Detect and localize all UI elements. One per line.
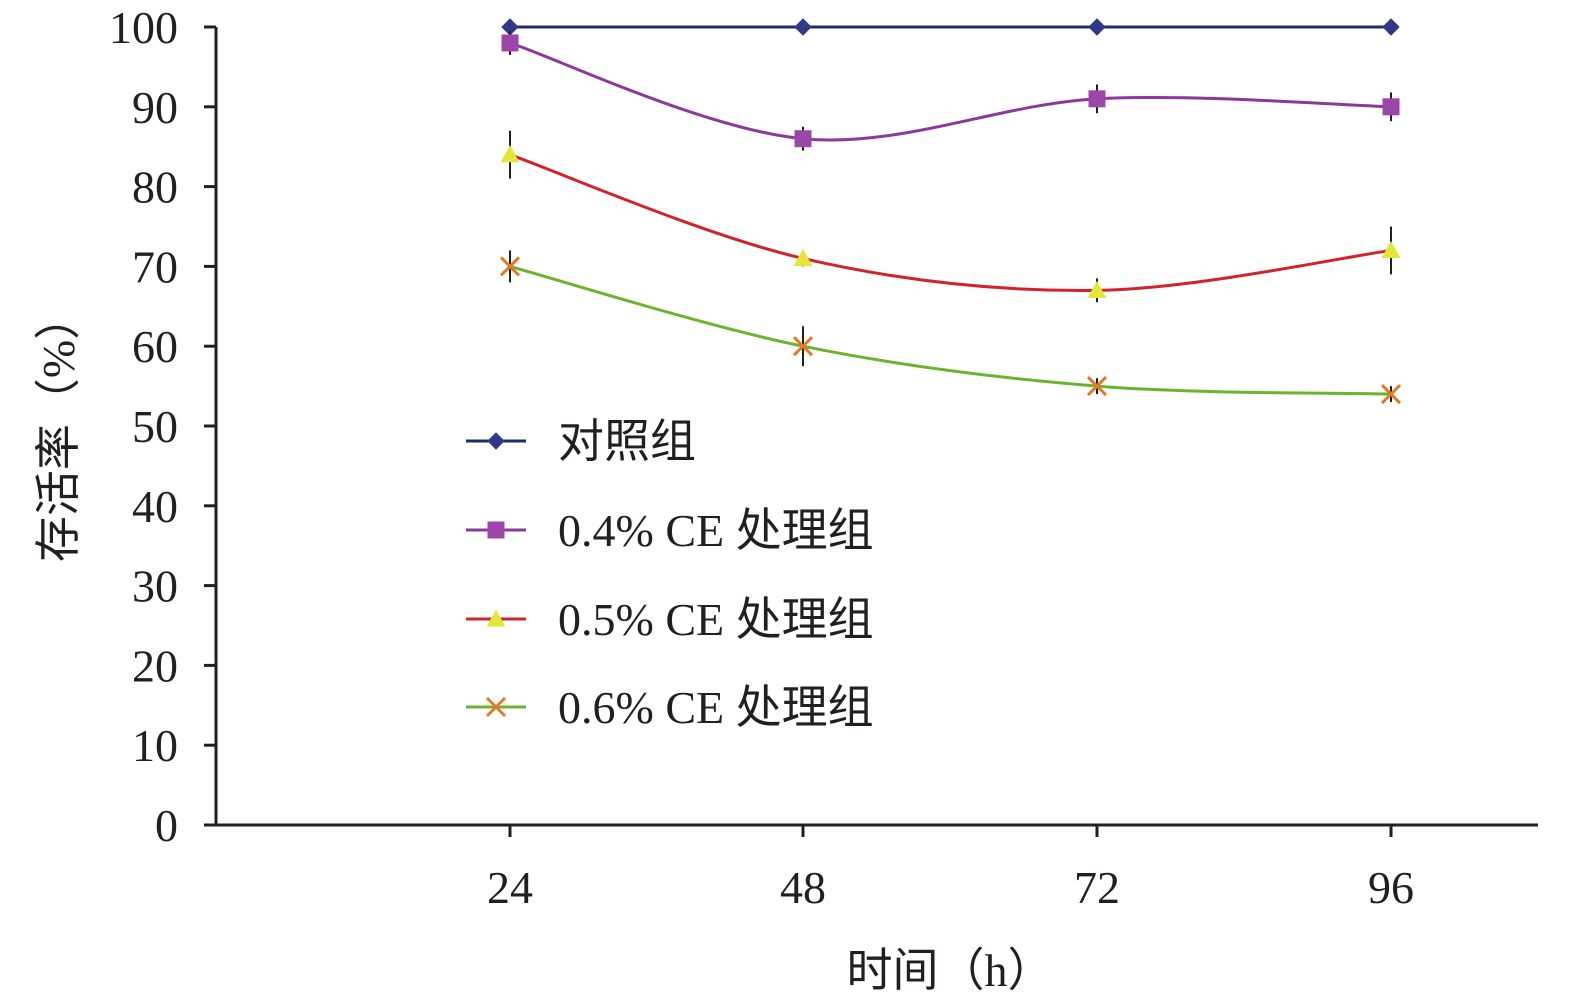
data-point [794, 130, 812, 148]
data-point [794, 18, 812, 36]
data-point [501, 34, 519, 52]
data-point [1382, 18, 1400, 36]
series-4 [499, 250, 1402, 405]
y-tick-label: 10 [132, 720, 178, 771]
legend-item: 0.6% CE 处理组 [466, 682, 874, 733]
y-tick-label: 0 [155, 800, 178, 851]
y-axis-title: 存活率（%） [33, 294, 84, 562]
data-point [1381, 240, 1401, 259]
x-tick-label: 48 [780, 862, 826, 913]
legend-label: 对照组 [558, 416, 696, 467]
marker-stroke [1380, 384, 1402, 405]
data-point [792, 336, 814, 357]
legend-item: 0.4% CE 处理组 [466, 505, 874, 556]
plot-area [499, 18, 1402, 405]
y-tick-label: 70 [132, 241, 178, 292]
legend-marker [487, 521, 505, 539]
data-point [499, 256, 521, 277]
legend-label: 0.6% CE 处理组 [558, 682, 874, 733]
legend-marker [485, 696, 507, 718]
y-tick-label: 20 [132, 640, 178, 691]
y-tick-label: 60 [132, 321, 178, 372]
x-tick-label: 24 [487, 862, 533, 913]
marker-stroke [499, 256, 521, 277]
marker-stroke [485, 696, 507, 718]
series-line [509, 41, 1392, 142]
series-2 [501, 30, 1400, 151]
y-tick-label: 100 [109, 2, 178, 53]
data-point [1088, 18, 1106, 36]
x-tick-label: 96 [1368, 862, 1414, 913]
x-axis-title: 时间（h） [847, 945, 1054, 996]
y-tick-label: 90 [132, 82, 178, 133]
x-tick-label: 72 [1074, 862, 1120, 913]
legend-item: 0.5% CE 处理组 [466, 594, 874, 645]
legend-label: 0.5% CE 处理组 [558, 594, 874, 645]
series-1 [501, 18, 1400, 36]
legend-marker [487, 432, 505, 450]
y-tick-label: 50 [132, 401, 178, 452]
legend-label: 0.4% CE 处理组 [558, 505, 874, 556]
data-point [1382, 98, 1400, 116]
data-point [1087, 280, 1107, 298]
legend: 对照组 0.4% CE 处理组 0.5% CE 处理组 0.6% CE 处理组 [466, 416, 874, 733]
marker-stroke [1086, 376, 1108, 397]
data-point [1380, 384, 1402, 405]
marker-stroke [792, 336, 814, 357]
data-point [1088, 90, 1106, 108]
y-tick-label: 30 [132, 561, 178, 612]
legend-marker [486, 609, 506, 627]
y-axis-ticks: 0 10 20 30 40 50 60 70 80 90 100 [109, 2, 216, 851]
y-tick-label: 40 [132, 481, 178, 532]
y-tick-label: 80 [132, 162, 178, 213]
legend-item: 对照组 [466, 416, 696, 467]
series-line [509, 264, 1392, 396]
data-point [793, 248, 813, 267]
series-3 [500, 130, 1401, 303]
data-point [500, 145, 520, 163]
series-line [509, 153, 1392, 292]
data-point [1086, 376, 1108, 397]
x-axis-ticks: 24 48 72 96 [487, 825, 1414, 913]
